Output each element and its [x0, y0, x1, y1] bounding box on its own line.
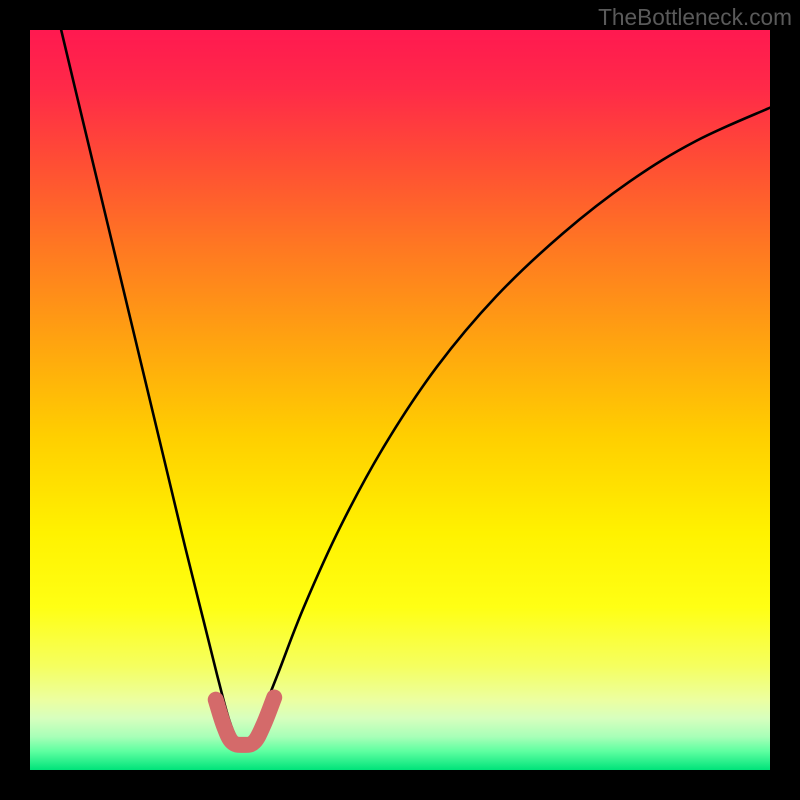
optimal-range-highlight [216, 697, 274, 744]
bottleneck-curve [56, 8, 770, 746]
chart-frame: TheBottleneck.com [0, 0, 800, 800]
curve-layer [30, 30, 770, 770]
watermark-text: TheBottleneck.com [598, 4, 792, 31]
plot-area [30, 30, 770, 770]
